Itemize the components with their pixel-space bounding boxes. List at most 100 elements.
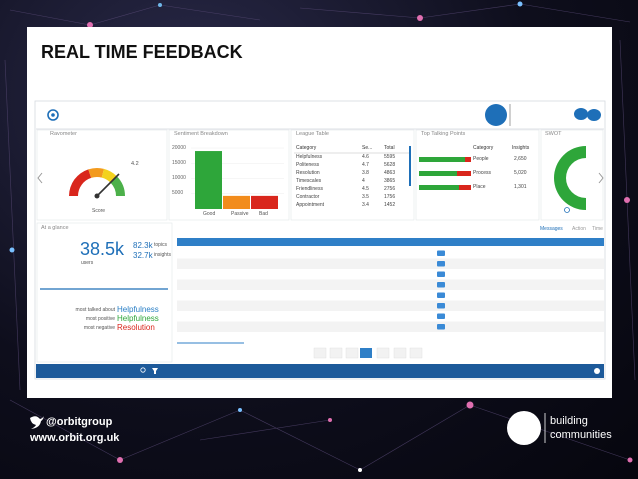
league-cell: 1452 bbox=[384, 202, 396, 208]
fact-value: Helpfulness bbox=[117, 305, 159, 314]
sentiment-bar-negative bbox=[465, 157, 471, 162]
league-cell: 4863 bbox=[384, 170, 396, 176]
message-icon bbox=[437, 292, 445, 298]
table-row bbox=[177, 269, 604, 280]
panel bbox=[36, 129, 168, 221]
header-bar bbox=[36, 102, 604, 128]
league-cell: 5628 bbox=[384, 162, 396, 168]
table-row bbox=[177, 279, 604, 290]
column-header: Total bbox=[384, 145, 395, 151]
league-cell: 3.4 bbox=[362, 202, 369, 208]
page-button-active bbox=[360, 348, 372, 358]
panel bbox=[415, 129, 540, 221]
chat-icon bbox=[587, 109, 601, 121]
league-cell: Contractor bbox=[296, 194, 320, 200]
sentiment-bar-positive bbox=[419, 157, 465, 162]
panel-title: Ravometer bbox=[50, 131, 77, 137]
gauge-score: 4.2 bbox=[131, 161, 139, 167]
tab[interactable]: Action bbox=[572, 226, 586, 232]
message-icon bbox=[437, 261, 445, 267]
footer-logo-line: building bbox=[550, 415, 588, 427]
settings-icon bbox=[594, 368, 600, 374]
fact-label: most talked about bbox=[75, 307, 115, 313]
search-icon bbox=[140, 367, 146, 373]
message-icon bbox=[437, 324, 445, 330]
talking-category: Process bbox=[473, 170, 492, 176]
talking-category: Place bbox=[473, 184, 486, 190]
league-cell: 4.7 bbox=[362, 162, 369, 168]
league-cell: 4.5 bbox=[362, 186, 369, 192]
league-cell: 3.8 bbox=[362, 170, 369, 176]
users-label: users bbox=[81, 260, 94, 266]
topics-label: topics bbox=[154, 242, 168, 248]
chat-icon bbox=[574, 108, 588, 120]
panel-title: SWOT bbox=[545, 131, 562, 137]
table-row bbox=[177, 258, 604, 269]
talking-insights: 5,020 bbox=[514, 170, 527, 176]
league-cell: Timescales bbox=[296, 178, 322, 184]
page-button bbox=[329, 347, 343, 359]
y-tick-label: 15000 bbox=[172, 159, 186, 166]
swot-dot bbox=[564, 207, 570, 213]
fact-label: most negative bbox=[83, 325, 115, 331]
sentiment-bar-negative bbox=[459, 185, 471, 190]
page-button bbox=[409, 347, 423, 359]
message-icon bbox=[437, 303, 445, 309]
panel-title: League Table bbox=[296, 131, 329, 137]
league-cell: 4.6 bbox=[362, 154, 369, 160]
footer-logo-line: communities bbox=[550, 429, 612, 441]
slide-title: REAL TIME FEEDBACK bbox=[41, 42, 243, 62]
league-cell: Politeness bbox=[296, 162, 320, 168]
panel bbox=[290, 129, 415, 221]
nav-arrow bbox=[37, 172, 43, 184]
panel bbox=[540, 129, 604, 221]
page-button bbox=[345, 347, 359, 359]
y-tick-label: 5000 bbox=[172, 190, 184, 197]
users-count: 38.5k bbox=[80, 239, 125, 259]
filter-icon bbox=[152, 368, 158, 374]
league-cell: Helpfulness bbox=[296, 154, 323, 160]
gauge-needle bbox=[96, 173, 120, 197]
message-icon bbox=[437, 282, 445, 288]
message-icon bbox=[437, 250, 445, 256]
talking-insights: 2,650 bbox=[514, 156, 527, 162]
nav-arrow bbox=[598, 172, 604, 184]
league-cell: 5595 bbox=[384, 154, 396, 160]
table-row bbox=[177, 300, 604, 311]
table-row bbox=[177, 290, 604, 301]
talking-insights: 1,301 bbox=[514, 184, 527, 190]
footer-logo-mark bbox=[507, 411, 541, 445]
message-icon bbox=[437, 271, 445, 277]
league-cell: 1756 bbox=[384, 194, 396, 200]
tab[interactable]: Messages bbox=[540, 226, 563, 232]
gauge-hub bbox=[94, 193, 100, 199]
scrollbar bbox=[409, 146, 411, 186]
league-cell: Appointment bbox=[296, 202, 325, 208]
table-header bbox=[177, 238, 604, 246]
at-icon-dot bbox=[51, 113, 55, 117]
panel-title: At a glance bbox=[41, 225, 69, 231]
league-cell: 2756 bbox=[384, 186, 396, 192]
swot-ring bbox=[554, 146, 586, 210]
column-header: Insights bbox=[512, 145, 530, 151]
table-row bbox=[177, 321, 604, 332]
gauge-segment bbox=[88, 168, 104, 178]
tab[interactable]: Time bbox=[592, 226, 603, 232]
twitter-handle: @orbitgroup bbox=[46, 416, 113, 428]
fact-label: most positive bbox=[85, 316, 115, 322]
x-tick-label: Passive bbox=[231, 211, 249, 217]
sentiment-bar-positive bbox=[419, 185, 459, 190]
bar bbox=[195, 151, 222, 209]
bar bbox=[223, 195, 250, 209]
page-button bbox=[313, 347, 327, 359]
league-cell: 3865 bbox=[384, 178, 396, 184]
column-header: Category bbox=[296, 145, 317, 151]
bar bbox=[251, 195, 278, 209]
x-tick-label: Good bbox=[203, 211, 216, 217]
website-url: www.orbit.org.uk bbox=[30, 432, 120, 444]
topics-count: 82.3k bbox=[133, 241, 153, 250]
insights-label: insights bbox=[154, 252, 171, 258]
logo-mark bbox=[485, 104, 507, 126]
insights-count: 32.7k bbox=[133, 251, 153, 260]
